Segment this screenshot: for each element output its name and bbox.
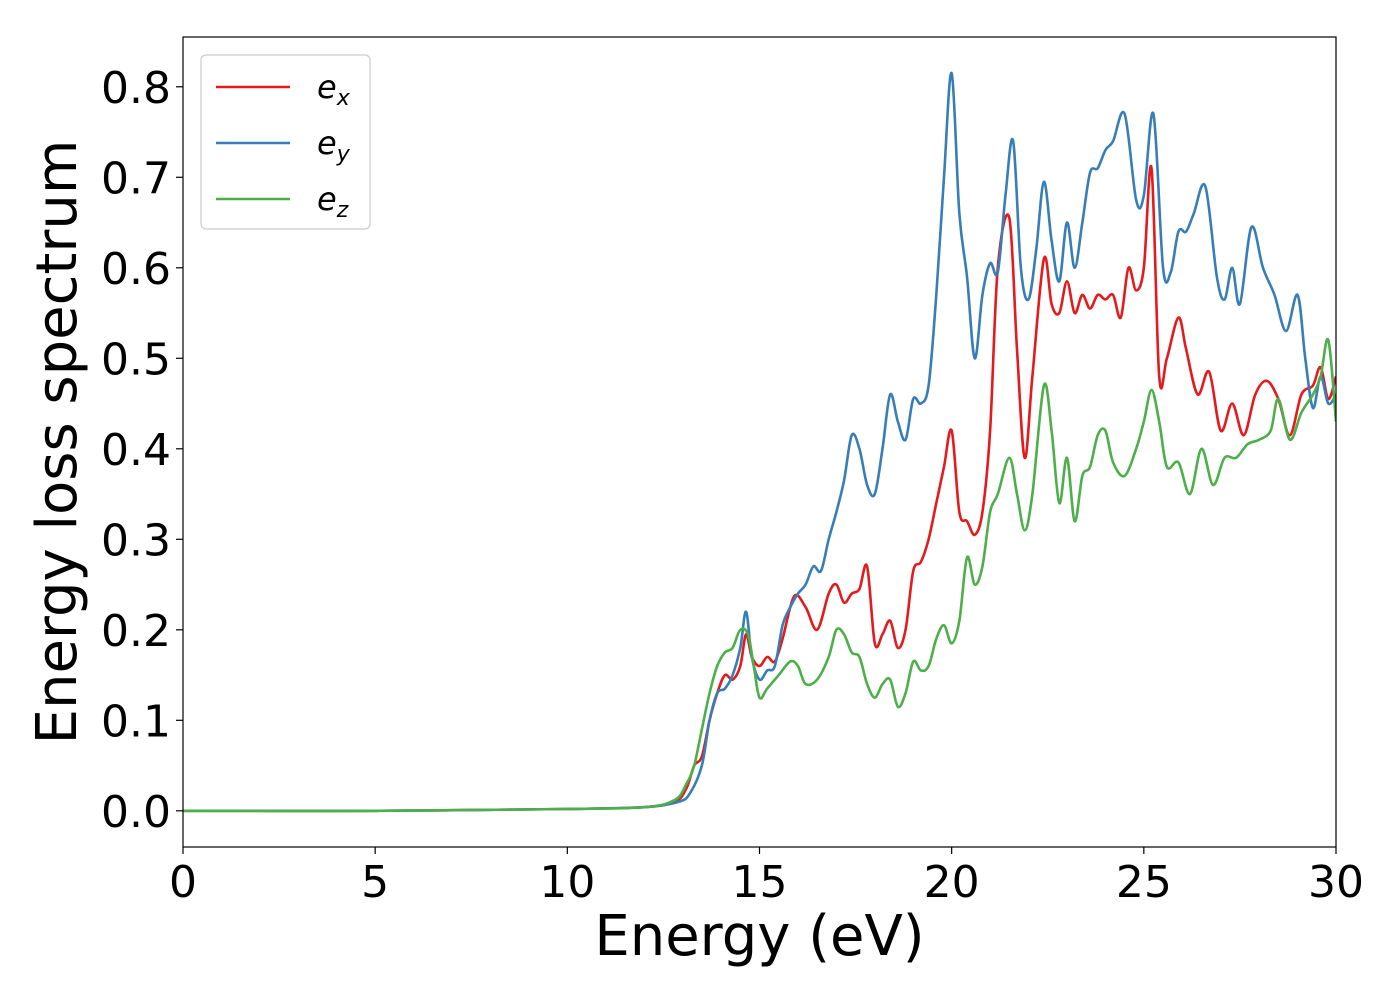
y-tick-label: 0.0 <box>101 787 171 838</box>
x-tick-label: 25 <box>1116 857 1172 908</box>
x-tick-label: 15 <box>732 857 788 908</box>
y-tick-label: 0.3 <box>101 515 171 566</box>
y-tick-label: 0.8 <box>101 63 171 114</box>
series-line-x <box>183 164 1336 813</box>
y-tick-label: 0.7 <box>101 153 171 204</box>
y-tick-label: 0.5 <box>101 334 171 385</box>
y-tick-label: 0.1 <box>101 696 171 747</box>
plot-lines <box>183 71 1336 813</box>
x-tick-label: 10 <box>539 857 595 908</box>
series-line-z <box>183 337 1336 813</box>
x-axis-title: Energy (eV) <box>594 904 924 969</box>
x-axis-ticks: 0 5 10 15 20 25 30 <box>169 847 1364 908</box>
x-tick-label: 0 <box>169 857 197 908</box>
x-tick-label: 5 <box>361 857 389 908</box>
x-tick-label: 20 <box>924 857 980 908</box>
y-axis-ticks: 0.0 0.1 0.2 0.3 0.4 0.5 0.6 0.7 0.8 <box>101 63 183 838</box>
y-tick-label: 0.2 <box>101 606 171 657</box>
y-tick-label: 0.6 <box>101 244 171 295</box>
y-tick-label: 0.4 <box>101 425 171 476</box>
y-axis-title: Energy loss spectrum <box>25 140 90 745</box>
x-tick-label: 30 <box>1308 857 1364 908</box>
